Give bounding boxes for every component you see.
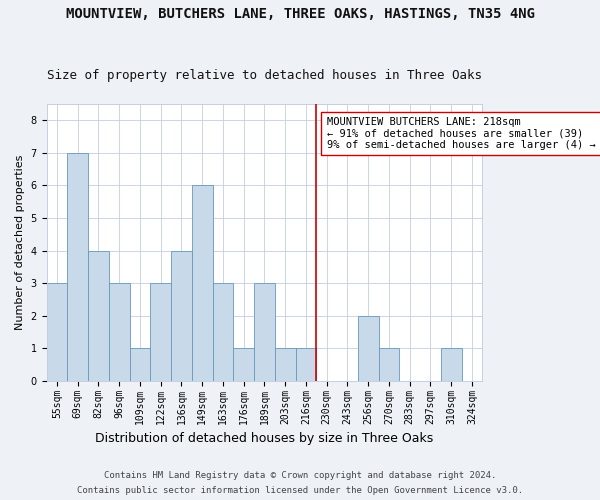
Bar [254,283,275,381]
Text: Contains public sector information licensed under the Open Government Licence v3: Contains public sector information licen… [77,486,523,495]
Y-axis label: Number of detached properties: Number of detached properties [15,154,25,330]
Bar [130,348,150,381]
Bar [192,186,212,381]
Bar [379,348,400,381]
Bar [296,348,316,381]
Bar [67,153,88,381]
Bar [358,316,379,381]
Bar [150,283,171,381]
Bar [233,348,254,381]
Bar [441,348,461,381]
Title: Size of property relative to detached houses in Three Oaks: Size of property relative to detached ho… [47,69,482,82]
Text: MOUNTVIEW, BUTCHERS LANE, THREE OAKS, HASTINGS, TN35 4NG: MOUNTVIEW, BUTCHERS LANE, THREE OAKS, HA… [65,8,535,22]
Text: MOUNTVIEW BUTCHERS LANE: 218sqm
← 91% of detached houses are smaller (39)
9% of : MOUNTVIEW BUTCHERS LANE: 218sqm ← 91% of… [326,117,595,150]
X-axis label: Distribution of detached houses by size in Three Oaks: Distribution of detached houses by size … [95,432,434,445]
Bar [47,283,67,381]
Text: Contains HM Land Registry data © Crown copyright and database right 2024.: Contains HM Land Registry data © Crown c… [104,471,496,480]
Bar [275,348,296,381]
Bar [109,283,130,381]
Bar [171,250,192,381]
Bar [212,283,233,381]
Bar [88,250,109,381]
